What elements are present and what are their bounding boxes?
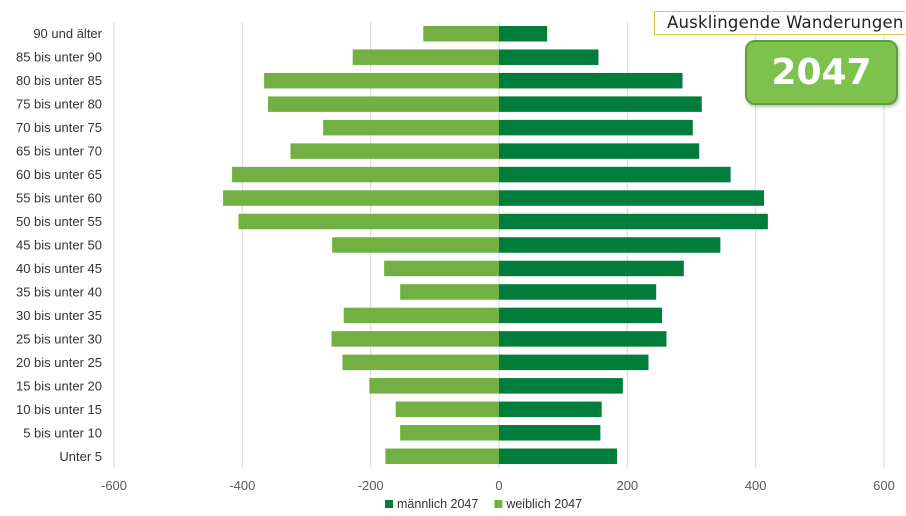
- bar: [499, 401, 602, 418]
- bar: [331, 331, 499, 347]
- bar: [395, 401, 499, 418]
- bar: [499, 213, 768, 230]
- bar: [499, 354, 649, 371]
- bar: [332, 237, 499, 253]
- bar: [499, 378, 623, 394]
- bar: [384, 260, 499, 277]
- bar: [290, 143, 499, 159]
- legend-swatch: [385, 500, 393, 508]
- bar: [499, 72, 683, 89]
- x-tick-label: -600: [101, 478, 127, 493]
- category-label: 20 bis unter 25: [16, 355, 102, 370]
- category-label: 90 und älter: [33, 26, 102, 41]
- category-label: 40 bis unter 45: [16, 261, 102, 276]
- bar: [423, 25, 499, 42]
- category-label: 75 bis unter 80: [16, 97, 102, 112]
- x-tick-label: 0: [495, 478, 502, 493]
- x-tick-label: 200: [616, 478, 638, 493]
- year-badge: 2047: [745, 40, 898, 105]
- category-label: 85 bis unter 90: [16, 50, 102, 65]
- bar: [400, 284, 499, 300]
- category-label: 35 bis unter 40: [16, 284, 102, 299]
- bar: [499, 260, 684, 277]
- bar: [238, 213, 499, 230]
- bar: [400, 425, 499, 441]
- category-label: 45 bis unter 50: [16, 238, 102, 253]
- x-tick-label: 400: [745, 478, 767, 493]
- bar: [499, 448, 618, 465]
- bar: [499, 237, 721, 253]
- category-label: 65 bis unter 70: [16, 144, 102, 159]
- bar: [223, 190, 500, 206]
- bar: [343, 307, 499, 324]
- bar: [323, 119, 499, 136]
- category-label: 25 bis unter 30: [16, 331, 102, 346]
- bar: [499, 190, 765, 206]
- bar: [499, 166, 731, 183]
- bar: [499, 425, 601, 441]
- category-label: 80 bis unter 85: [16, 73, 102, 88]
- category-label: 60 bis unter 65: [16, 167, 102, 182]
- legend-label: männlich 2047: [397, 497, 478, 511]
- x-tick-label: -200: [358, 478, 384, 493]
- bar: [499, 143, 700, 159]
- bar: [385, 448, 499, 465]
- bar: [499, 96, 702, 112]
- category-label: 10 bis unter 15: [16, 402, 102, 417]
- bar: [499, 307, 662, 324]
- bar: [499, 25, 548, 42]
- legend-label: weiblich 2047: [505, 497, 582, 511]
- category-label: 5 bis unter 10: [23, 425, 102, 440]
- bar: [268, 96, 499, 112]
- bar: [499, 119, 693, 136]
- bar: [499, 331, 667, 347]
- bar: [352, 49, 499, 65]
- x-tick-label: 600: [873, 478, 895, 493]
- bar: [264, 72, 499, 89]
- category-label: 70 bis unter 75: [16, 120, 102, 135]
- bar: [232, 166, 500, 183]
- category-label: 50 bis unter 55: [16, 214, 102, 229]
- legend-swatch: [494, 500, 503, 508]
- category-label: Unter 5: [59, 449, 102, 464]
- x-tick-label: -400: [229, 478, 255, 493]
- category-label: 55 bis unter 60: [16, 191, 102, 206]
- scenario-label: Ausklingende Wanderungen: [654, 11, 905, 35]
- bar: [342, 354, 499, 371]
- category-label: 15 bis unter 20: [16, 378, 102, 393]
- bar: [499, 284, 657, 300]
- bar: [369, 378, 499, 394]
- bar: [499, 49, 599, 65]
- category-label: 30 bis unter 35: [16, 308, 102, 323]
